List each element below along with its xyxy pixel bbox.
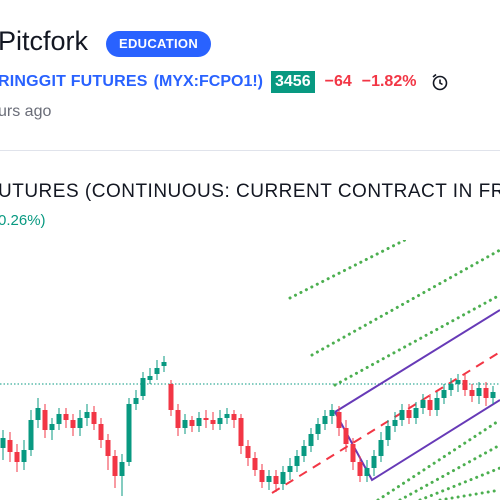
candle-body <box>476 388 482 396</box>
candle-body <box>14 452 20 462</box>
candle-body <box>490 392 496 398</box>
pitchfork-median-line <box>271 351 500 494</box>
candle-body <box>182 420 188 428</box>
price-chart[interactable] <box>0 240 500 500</box>
pitchfork-fan-lines <box>288 240 500 500</box>
candle-body <box>308 434 314 446</box>
candle-body <box>455 380 461 384</box>
candle-body <box>28 420 34 450</box>
alarm-clock-icon[interactable] <box>430 72 450 92</box>
candle-body <box>273 476 279 484</box>
candle-body <box>469 390 475 396</box>
chart-change-percent: 0.26%) <box>0 212 46 229</box>
candle-body <box>441 390 447 398</box>
candle-body <box>462 380 468 390</box>
candle-body <box>350 444 356 462</box>
candle-body <box>378 440 384 456</box>
candle-body <box>231 414 237 420</box>
candle-body <box>406 410 412 418</box>
candle-body <box>161 362 167 366</box>
candle-body <box>329 410 335 416</box>
education-badge[interactable]: EDUCATION <box>106 31 212 57</box>
candle-body <box>224 414 230 418</box>
candle-body <box>385 426 391 440</box>
candle-body <box>287 466 293 472</box>
candle-body <box>294 456 300 466</box>
candle-body <box>105 440 111 456</box>
candle-body <box>98 424 104 440</box>
pitchfork-channel <box>334 309 500 482</box>
candle-body <box>217 418 223 424</box>
candle-body <box>427 400 433 410</box>
candle-body <box>49 424 55 430</box>
publish-time: urs ago <box>0 103 52 120</box>
candle-body <box>0 438 6 448</box>
candle-body <box>315 424 321 434</box>
candlestick-series <box>0 356 496 496</box>
candle-body <box>133 398 139 404</box>
candle-body <box>77 418 83 428</box>
candle-body <box>210 420 216 424</box>
candle-body <box>147 376 153 380</box>
candle-body <box>245 446 251 458</box>
candle-body <box>63 414 69 420</box>
candle-body <box>112 456 118 476</box>
candle-body <box>336 412 342 428</box>
candle-body <box>168 384 174 410</box>
candle-body <box>154 368 160 374</box>
symbol-name-link[interactable]: RINGGIT FUTURES <box>0 73 148 90</box>
candle-body <box>420 400 426 408</box>
candle-body <box>42 410 48 430</box>
symbol-line: RINGGIT FUTURES (MYX:FCPO1!) 3456 −64 −1… <box>0 70 450 94</box>
candle-body <box>413 408 419 418</box>
candle-body <box>322 416 328 424</box>
candle-body <box>434 398 440 410</box>
candle-body <box>196 418 202 426</box>
candle-body <box>56 414 62 424</box>
candle-body <box>203 418 209 420</box>
candle-body <box>119 462 125 476</box>
idea-title: Pitcfork <box>0 26 89 56</box>
chart-symbol-title: UTURES (CONTINUOUS: CURRENT CONTRACT IN … <box>0 181 500 202</box>
candle-body <box>266 476 272 482</box>
candle-body <box>371 456 377 468</box>
candle-body <box>252 458 258 470</box>
candle-body <box>259 470 265 482</box>
candle-body <box>189 420 195 426</box>
candle-body <box>343 428 349 444</box>
candle-body <box>35 408 41 420</box>
candle-body <box>70 420 76 428</box>
candle-body <box>126 404 132 462</box>
candle-body <box>483 388 489 398</box>
candle-body <box>301 446 307 456</box>
header-divider <box>0 150 500 151</box>
candle-body <box>7 440 13 452</box>
price-badge: 3456 <box>271 71 315 93</box>
price-change-absolute: −64 <box>324 73 352 90</box>
symbol-code-link[interactable]: (MYX:FCPO1!) <box>153 73 263 90</box>
candle-body <box>280 472 286 484</box>
candle-body <box>448 384 454 390</box>
candle-body <box>91 412 97 424</box>
candle-body <box>399 410 405 420</box>
candle-body <box>392 420 398 426</box>
candle-body <box>364 468 370 476</box>
candle-body <box>175 410 181 428</box>
candle-body <box>21 450 27 462</box>
price-change-percent: −1.82% <box>361 73 417 90</box>
candle-body <box>238 418 244 446</box>
candle-body <box>357 462 363 476</box>
candle-body <box>84 412 90 418</box>
candle-body <box>140 378 146 396</box>
